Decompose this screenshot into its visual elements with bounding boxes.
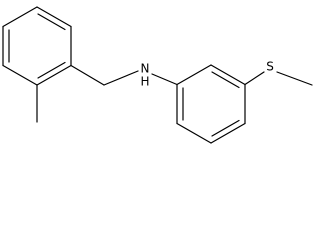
page: N H S (() => { const data = JSON.parse(d… — [2, 6, 313, 144]
tolyl-ring — [2, 6, 72, 86]
aniline-ring — [176, 64, 246, 144]
n-ring-bond — [151, 73, 178, 86]
atom-label: H — [140, 75, 149, 89]
atom-label: S — [266, 60, 274, 74]
ch2-bond — [70, 64, 105, 86]
ch2-n-bond — [103, 70, 139, 86]
s-methyl-bond — [276, 71, 313, 86]
ring-s-bond — [244, 71, 265, 86]
structure-diagram: N H S — [2, 6, 313, 144]
atom-label: N — [141, 62, 150, 76]
